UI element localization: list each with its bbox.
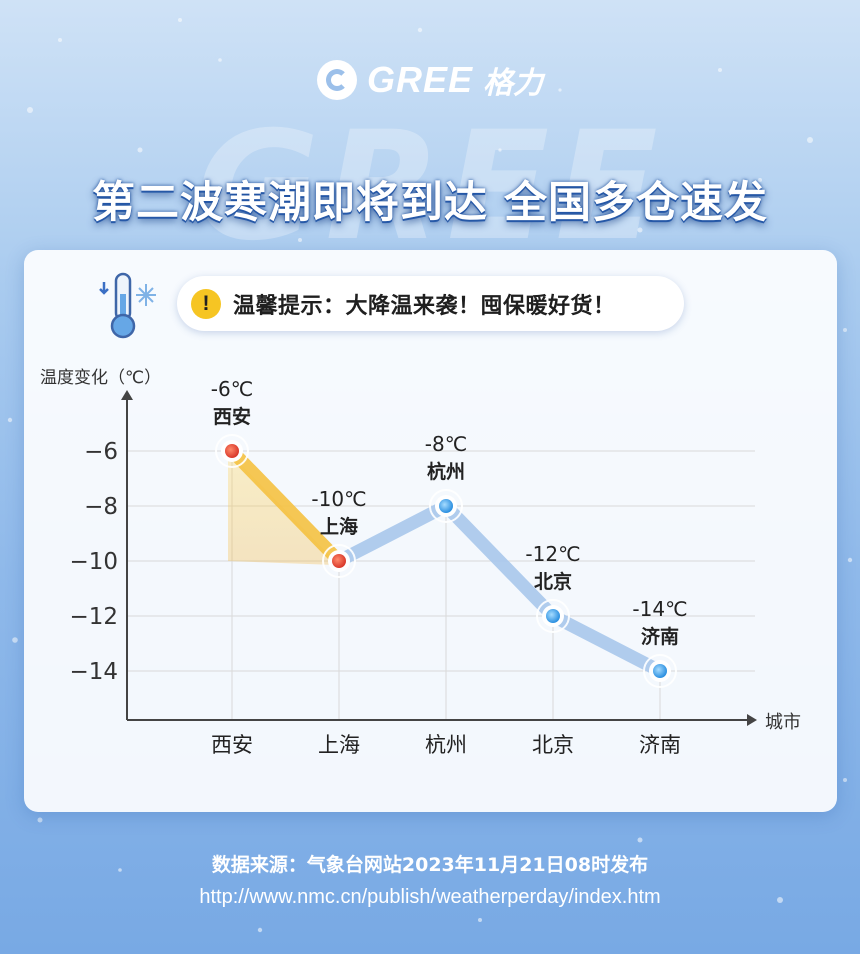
x-axis-label: 城市 [765,712,801,733]
data-source-url: http://www.nmc.cn/publish/weatherperday/… [199,886,661,908]
data-point [546,609,560,623]
data-point [332,554,346,568]
brand-logo: GREE 格力 [0,58,860,102]
background-brand-watermark: GREE [196,100,664,274]
x-axis-arrow-icon [747,714,757,726]
y-tick-label: −8 [84,494,118,520]
logo-chinese-wordmark: 格力 [483,66,544,101]
data-label-city: 西安 [213,405,251,428]
tip-banner: ! 温馨提示：大降温来袭！囤保暖好货！ [177,276,684,331]
x-tick-label: 北京 [532,733,574,757]
data-label-city: 济南 [641,625,679,648]
data-point-halo [429,489,463,523]
y-tick-label: −12 [69,604,118,630]
y-axis-label: 温度变化（℃） [40,368,161,388]
series-line-segment [439,499,560,623]
logo-wordmark: GREE [366,59,474,100]
data-label-city: 杭州 [427,460,465,483]
warning-icon: ! [191,288,221,319]
data-point-halo [536,599,570,633]
x-tick-label: 济南 [639,733,681,757]
x-tick-label: 西安 [211,733,253,757]
data-label-temp: -6℃ [211,377,253,401]
series-line-segment [546,609,667,678]
series-line-segment [225,444,346,568]
y-tick-label: −6 [84,439,118,465]
data-label-temp: -14℃ [632,597,687,621]
data-point [653,664,667,678]
x-tick-label: 杭州 [425,733,467,757]
x-tick-label: 上海 [318,733,360,757]
data-label-temp: -8℃ [425,432,467,456]
tip-text: 温馨提示：大降温来袭！囤保暖好货！ [233,293,616,319]
page-headline: 第二波寒潮即将到达 全国多仓速发 [92,178,768,228]
y-tick-label: −10 [69,549,118,575]
data-label-city: 北京 [534,570,572,593]
data-point-halo [643,654,677,688]
data-point-halo [215,434,249,468]
data-label-city: 上海 [320,515,358,538]
data-point [225,444,239,458]
gree-logo-icon [316,60,357,100]
data-label-temp: -10℃ [311,487,366,511]
data-point-halo [322,544,356,578]
data-label-temp: -12℃ [525,542,580,566]
thermometer-snowflake-icon [99,272,156,339]
y-axis-arrow-icon [121,390,133,400]
series-line-segment [332,499,453,568]
data-point [439,499,453,513]
data-source-note: 数据来源：气象台网站2023年11月21日08时发布 [211,854,649,876]
y-tick-label: −14 [69,659,118,685]
chart-card [24,250,837,812]
